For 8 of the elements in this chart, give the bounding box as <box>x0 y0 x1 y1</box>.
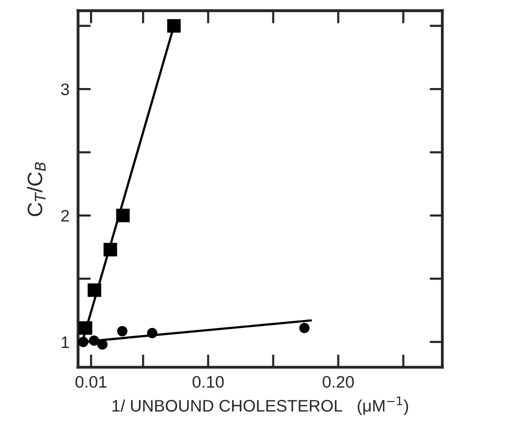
y-tick-label: 3 <box>61 83 69 96</box>
y-tick-label: 1 <box>62 336 69 348</box>
x-tick-label: 0.20 <box>322 376 354 388</box>
y-tick-label: 2 <box>61 210 69 222</box>
x-axis-title: 1/ UNBOUND CHOLESTEROL (μM$^{−1}$) <box>112 396 408 415</box>
y-axis-title: C$_{T}$/C$_{B}$ <box>27 162 46 216</box>
x-tick-label: 0.10 <box>192 376 224 388</box>
x-tick-label: 0.01 <box>76 376 106 388</box>
